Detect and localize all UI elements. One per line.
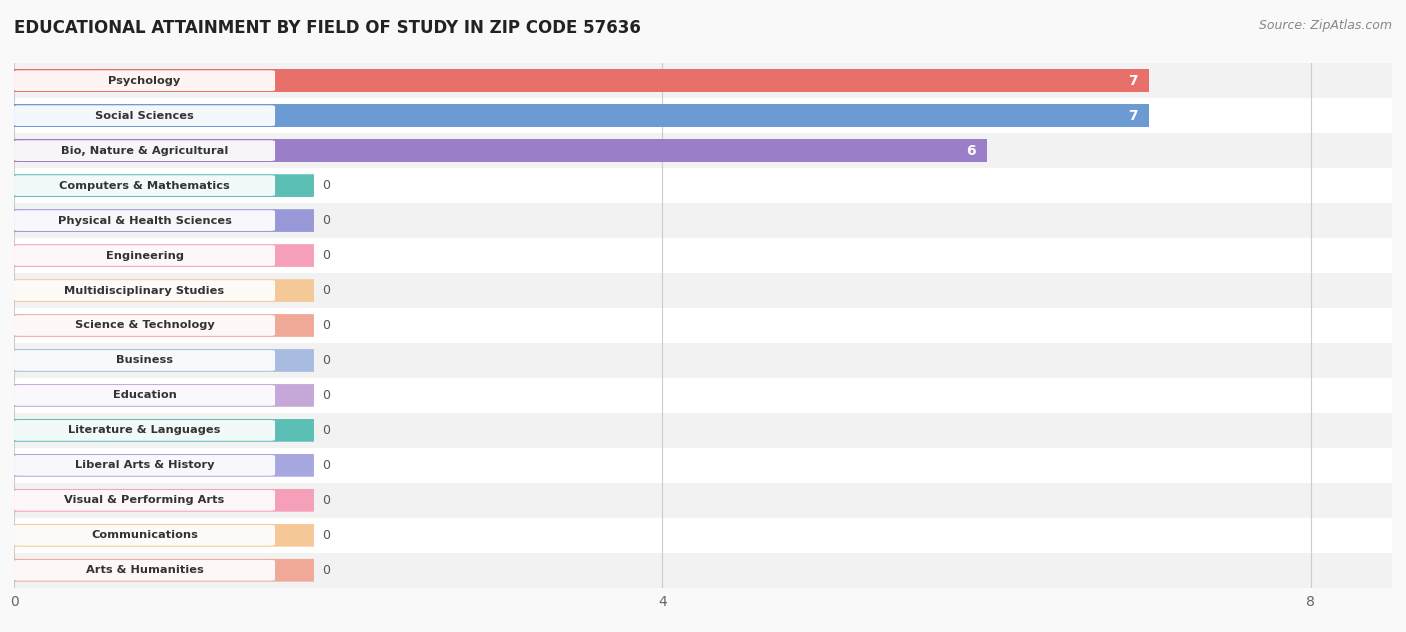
Bar: [14, 343, 1392, 378]
Text: 0: 0: [322, 459, 330, 472]
Text: Social Sciences: Social Sciences: [96, 111, 194, 121]
Bar: [14, 483, 1392, 518]
Bar: [14, 63, 1392, 98]
Bar: [14, 553, 1392, 588]
FancyBboxPatch shape: [14, 455, 276, 476]
Text: 0: 0: [322, 494, 330, 507]
Bar: [14, 133, 1392, 168]
FancyBboxPatch shape: [14, 525, 276, 545]
Text: Psychology: Psychology: [108, 76, 181, 86]
Bar: [14, 238, 1392, 273]
Bar: [14, 139, 987, 162]
Text: Engineering: Engineering: [105, 250, 184, 260]
Bar: [14, 70, 1149, 92]
Text: Computers & Mathematics: Computers & Mathematics: [59, 181, 231, 191]
FancyBboxPatch shape: [14, 106, 276, 126]
Bar: [14, 518, 1392, 553]
Text: Literature & Languages: Literature & Languages: [69, 425, 221, 435]
Text: Physical & Health Sciences: Physical & Health Sciences: [58, 216, 232, 226]
FancyBboxPatch shape: [14, 559, 314, 581]
Text: 0: 0: [322, 214, 330, 227]
FancyBboxPatch shape: [14, 279, 314, 302]
FancyBboxPatch shape: [14, 490, 276, 511]
Text: Source: ZipAtlas.com: Source: ZipAtlas.com: [1258, 19, 1392, 32]
FancyBboxPatch shape: [14, 560, 276, 581]
FancyBboxPatch shape: [14, 349, 314, 372]
Bar: [14, 378, 1392, 413]
FancyBboxPatch shape: [14, 280, 276, 301]
FancyBboxPatch shape: [14, 174, 314, 197]
Bar: [14, 273, 1392, 308]
Text: Business: Business: [117, 355, 173, 365]
FancyBboxPatch shape: [14, 315, 276, 336]
FancyBboxPatch shape: [14, 245, 276, 266]
FancyBboxPatch shape: [14, 384, 314, 407]
FancyBboxPatch shape: [14, 140, 276, 161]
Bar: [14, 98, 1392, 133]
FancyBboxPatch shape: [14, 419, 314, 442]
FancyBboxPatch shape: [14, 385, 276, 406]
FancyBboxPatch shape: [14, 70, 276, 91]
FancyBboxPatch shape: [14, 314, 314, 337]
Text: 0: 0: [322, 564, 330, 577]
Text: Bio, Nature & Agricultural: Bio, Nature & Agricultural: [60, 145, 228, 155]
Text: 0: 0: [322, 529, 330, 542]
Text: Education: Education: [112, 391, 177, 401]
Text: EDUCATIONAL ATTAINMENT BY FIELD OF STUDY IN ZIP CODE 57636: EDUCATIONAL ATTAINMENT BY FIELD OF STUDY…: [14, 19, 641, 37]
Text: 0: 0: [322, 179, 330, 192]
FancyBboxPatch shape: [14, 524, 314, 547]
FancyBboxPatch shape: [14, 209, 314, 232]
Text: Visual & Performing Arts: Visual & Performing Arts: [65, 495, 225, 506]
Text: 0: 0: [322, 284, 330, 297]
FancyBboxPatch shape: [14, 175, 276, 196]
Text: 0: 0: [322, 389, 330, 402]
Text: 7: 7: [1128, 74, 1137, 88]
FancyBboxPatch shape: [14, 350, 276, 371]
Text: 0: 0: [322, 424, 330, 437]
Text: Communications: Communications: [91, 530, 198, 540]
Bar: [14, 104, 1149, 127]
Bar: [14, 448, 1392, 483]
Bar: [14, 308, 1392, 343]
Text: 6: 6: [966, 143, 976, 157]
FancyBboxPatch shape: [14, 454, 314, 477]
Bar: [14, 413, 1392, 448]
FancyBboxPatch shape: [14, 244, 314, 267]
Text: Liberal Arts & History: Liberal Arts & History: [75, 460, 214, 470]
Bar: [14, 168, 1392, 203]
Text: 0: 0: [322, 354, 330, 367]
FancyBboxPatch shape: [14, 489, 314, 512]
Text: 0: 0: [322, 249, 330, 262]
FancyBboxPatch shape: [14, 210, 276, 231]
Bar: [14, 203, 1392, 238]
Text: Science & Technology: Science & Technology: [75, 320, 215, 331]
Text: 0: 0: [322, 319, 330, 332]
FancyBboxPatch shape: [14, 420, 276, 441]
Text: 7: 7: [1128, 109, 1137, 123]
Text: Arts & Humanities: Arts & Humanities: [86, 565, 204, 575]
Text: Multidisciplinary Studies: Multidisciplinary Studies: [65, 286, 225, 296]
